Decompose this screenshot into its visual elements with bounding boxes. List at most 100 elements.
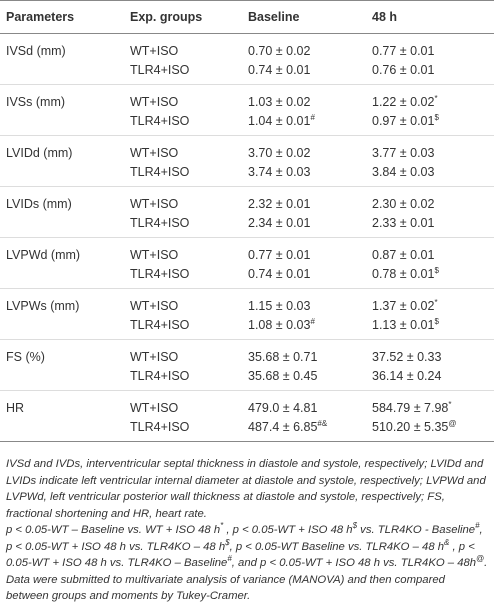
- value: 1.03 ± 0.02: [248, 94, 311, 109]
- value-cell: 3.74 ± 0.03: [242, 162, 366, 187]
- footnote-text: Data were submitted to multivariate anal…: [6, 573, 445, 603]
- group: TLR4+ISO: [130, 62, 190, 77]
- value: 0.74 ± 0.01: [248, 266, 311, 281]
- value-cell: 0.74 ± 0.01: [242, 264, 366, 289]
- parameter-cell: [0, 162, 124, 187]
- value: 487.4 ± 6.85: [248, 419, 318, 434]
- value: 0.74 ± 0.01: [248, 62, 311, 77]
- value-cell: 1.04 ± 0.01#: [242, 111, 366, 136]
- footnote-text: .: [484, 557, 488, 569]
- parameter-cell: [0, 213, 124, 238]
- value-cell: 2.34 ± 0.01: [242, 213, 366, 238]
- table-row: TLR4+ISO 2.34 ± 0.01 2.33 ± 0.01: [0, 213, 494, 238]
- value: 1.08 ± 0.03: [248, 317, 311, 332]
- value-cell: 584.79 ± 7.98*: [366, 391, 494, 418]
- value-cell: 2.32 ± 0.01: [242, 187, 366, 214]
- parameter-cell: [0, 264, 124, 289]
- value: 1.04 ± 0.01: [248, 113, 311, 128]
- value: 37.52 ± 0.33: [372, 349, 442, 364]
- footnote-text: , p < 0.05-WT Baseline vs. TLR4KO – 48 h: [229, 540, 445, 553]
- footnote: p < 0.05-WT – Baseline vs. WT + ISO 48 h…: [6, 522, 488, 572]
- group: WT+ISO: [130, 349, 179, 364]
- value-superscript: *: [434, 93, 438, 103]
- group-cell: WT+ISO: [124, 34, 242, 61]
- value: 0.70 ± 0.02: [248, 43, 311, 58]
- value-superscript: *: [434, 297, 438, 307]
- group: TLR4+ISO: [130, 215, 190, 230]
- value-cell: 1.03 ± 0.02: [242, 85, 366, 112]
- group: TLR4+ISO: [130, 164, 190, 179]
- table-row: LVIDd (mm) WT+ISO 3.70 ± 0.02 3.77 ± 0.03: [0, 136, 494, 163]
- header-cell: Exp. groups: [124, 0, 242, 34]
- value-cell: 3.70 ± 0.02: [242, 136, 366, 163]
- footnote: Data were submitted to multivariate anal…: [6, 572, 488, 605]
- footnote-text: , p < 0.05-WT + ISO 48 h: [223, 524, 353, 536]
- value: 0.77 ± 0.01: [248, 247, 311, 262]
- value-cell: 1.08 ± 0.03#: [242, 315, 366, 340]
- value: 1.37 ± 0.02: [372, 298, 435, 313]
- value-cell: 0.77 ± 0.01: [242, 238, 366, 265]
- value: 2.32 ± 0.01: [248, 196, 311, 211]
- value-cell: 0.87 ± 0.01: [366, 238, 494, 265]
- value: 479.0 ± 4.81: [248, 400, 318, 415]
- value-superscript: #&: [317, 418, 328, 428]
- table-row: TLR4+ISO 0.74 ± 0.01 0.78 ± 0.01$: [0, 264, 494, 289]
- parameter-cell: [0, 315, 124, 340]
- value-cell: 487.4 ± 6.85#&: [242, 417, 366, 442]
- group: TLR4+ISO: [130, 113, 190, 128]
- value: 0.77 ± 0.01: [372, 43, 435, 58]
- footnote-text: , p < 0.05-WT + ISO 48 h vs. TLR4KO – 48…: [6, 524, 483, 553]
- value-superscript: #: [310, 112, 315, 122]
- group: WT+ISO: [130, 43, 179, 58]
- value: 3.70 ± 0.02: [248, 145, 311, 160]
- row-group: LVIDd (mm) WT+ISO 3.70 ± 0.02 3.77 ± 0.03 TL…: [0, 135, 494, 187]
- table-row: IVSs (mm) WT+ISO 1.03 ± 0.02 1.22 ± 0.02*: [0, 85, 494, 112]
- row-group: LVPWs (mm) WT+ISO 1.15 ± 0.03 1.37 ± 0.02* T…: [0, 288, 494, 340]
- table-row: LVPWs (mm) WT+ISO 1.15 ± 0.03 1.37 ± 0.02*: [0, 289, 494, 316]
- footnote-superscript: #: [227, 554, 232, 564]
- parameter-cell: IVSd (mm): [0, 34, 124, 61]
- value-superscript: $: [434, 265, 439, 275]
- value: 0.87 ± 0.01: [372, 247, 435, 262]
- group-cell: TLR4+ISO: [124, 417, 242, 442]
- group: WT+ISO: [130, 196, 179, 211]
- value: 36.14 ± 0.24: [372, 368, 442, 383]
- row-group: IVSs (mm) WT+ISO 1.03 ± 0.02 1.22 ± 0.02* TL…: [0, 84, 494, 136]
- row-group: LVIDs (mm) WT+ISO 2.32 ± 0.01 2.30 ± 0.02 TL…: [0, 186, 494, 238]
- parameter-cell: [0, 60, 124, 85]
- parameter: LVPWs (mm): [6, 298, 80, 313]
- table-row: TLR4+ISO 35.68 ± 0.45 36.14 ± 0.24: [0, 366, 494, 391]
- group: TLR4+ISO: [130, 368, 190, 383]
- value: 3.77 ± 0.03: [372, 145, 435, 160]
- table-row: TLR4+ISO 1.04 ± 0.01# 0.97 ± 0.01$: [0, 111, 494, 136]
- footnote-superscript: #: [475, 521, 480, 531]
- value: 0.97 ± 0.01: [372, 113, 435, 128]
- value: 1.15 ± 0.03: [248, 298, 311, 313]
- group-cell: TLR4+ISO: [124, 366, 242, 391]
- row-group: IVSd (mm) WT+ISO 0.70 ± 0.02 0.77 ± 0.01 TLR…: [0, 34, 494, 85]
- value-cell: 0.70 ± 0.02: [242, 34, 366, 61]
- value-cell: 0.78 ± 0.01$: [366, 264, 494, 289]
- footnotes: IVSd and IVDs, interventricular septal t…: [0, 442, 494, 605]
- value-cell: 3.77 ± 0.03: [366, 136, 494, 163]
- footnote-text: p < 0.05-WT – Baseline vs. WT + ISO 48 h: [6, 524, 221, 536]
- value-superscript: $: [434, 316, 439, 326]
- value: 35.68 ± 0.45: [248, 368, 318, 383]
- parameter: LVIDd (mm): [6, 145, 73, 160]
- value-superscript: *: [448, 399, 452, 409]
- parameter: IVSs (mm): [6, 94, 66, 109]
- footnote-superscript: *: [220, 521, 224, 531]
- parameter: IVSd (mm): [6, 43, 66, 58]
- parameter: FS (%): [6, 349, 45, 364]
- value-cell: 0.74 ± 0.01: [242, 60, 366, 85]
- value-cell: 1.22 ± 0.02*: [366, 85, 494, 112]
- value-cell: 1.15 ± 0.03: [242, 289, 366, 316]
- value-cell: 1.13 ± 0.01$: [366, 315, 494, 340]
- group-cell: WT+ISO: [124, 238, 242, 265]
- group-cell: WT+ISO: [124, 391, 242, 418]
- parameter-cell: LVPWd (mm): [0, 238, 124, 265]
- table-row: FS (%) WT+ISO 35.68 ± 0.71 37.52 ± 0.33: [0, 340, 494, 367]
- value: 584.79 ± 7.98: [372, 400, 449, 415]
- group: TLR4+ISO: [130, 317, 190, 332]
- table-row: TLR4+ISO 0.74 ± 0.01 0.76 ± 0.01: [0, 60, 494, 85]
